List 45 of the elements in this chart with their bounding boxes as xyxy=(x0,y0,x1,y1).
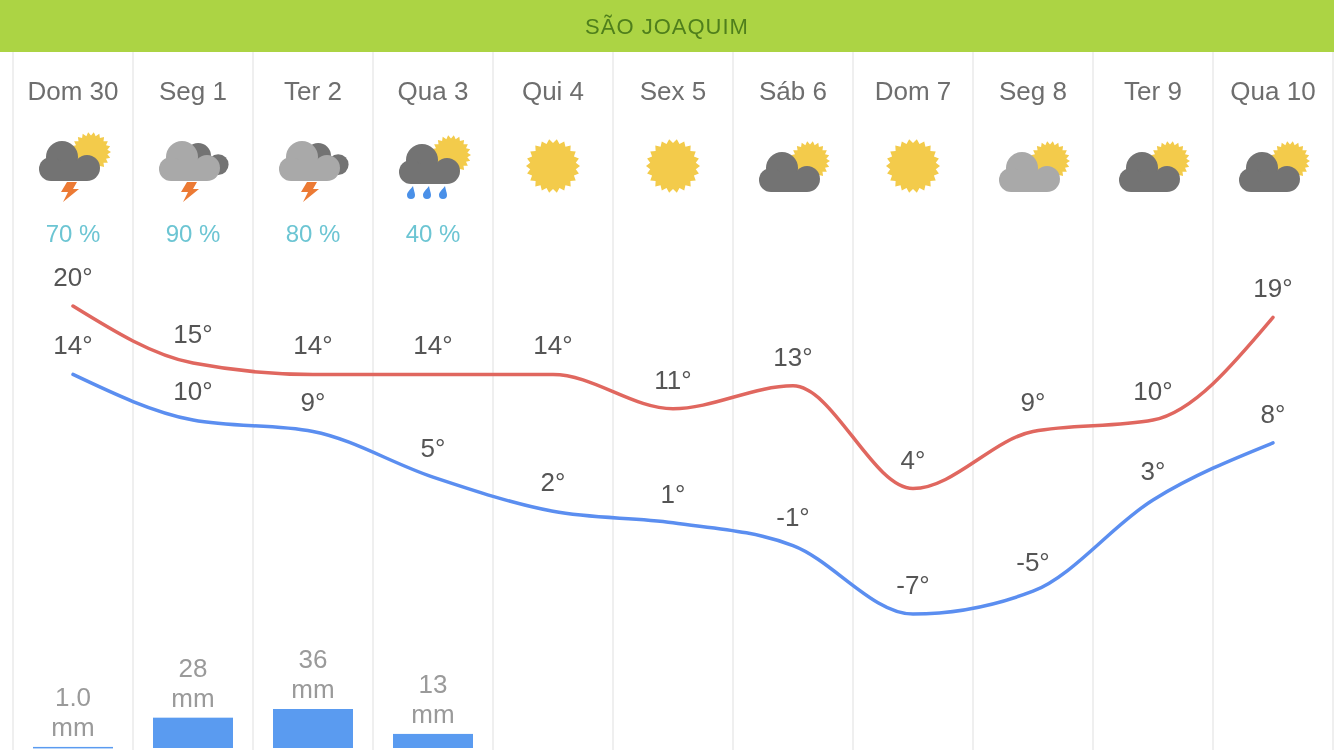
data-label: -1° xyxy=(776,501,810,532)
data-label: 8° xyxy=(1260,398,1286,429)
x-tick-label: Dom 7 xyxy=(874,76,952,106)
data-label: 15° xyxy=(173,319,213,350)
data-label: 3° xyxy=(1140,455,1166,486)
data-label: 70 % xyxy=(45,220,101,247)
data-label: 5° xyxy=(420,433,446,464)
x-tick-label: Ter 9 xyxy=(1124,76,1182,106)
bar xyxy=(273,709,353,748)
data-label: 1° xyxy=(660,478,686,509)
data-label: -7° xyxy=(896,570,930,600)
data-label: 14° xyxy=(533,330,573,361)
x-tick-label: Sáb 6 xyxy=(759,76,827,106)
data-label: 90 % xyxy=(165,220,221,247)
x-tick-label: Seg 1 xyxy=(159,76,227,106)
x-tick-label: Seg 8 xyxy=(999,76,1067,106)
data-label: 28 mm xyxy=(171,652,215,713)
x-tick-label: Sex 5 xyxy=(639,76,707,106)
chart-title: SÃO JOAQUIM xyxy=(585,14,749,39)
data-label: 9° xyxy=(1020,387,1046,418)
bar xyxy=(393,733,473,748)
data-label: 10° xyxy=(1133,376,1173,407)
data-label: 9° xyxy=(300,387,326,418)
x-tick-label: Qua 3 xyxy=(397,76,469,106)
data-label: 13 mm xyxy=(411,668,455,729)
data-label: 14° xyxy=(53,330,93,361)
x-tick-label: Qua 10 xyxy=(1230,76,1316,106)
bar xyxy=(153,717,233,748)
data-label: 14° xyxy=(293,330,333,361)
data-label: 80 % xyxy=(285,220,341,247)
data-label: 40 % xyxy=(405,220,461,247)
data-label: -5° xyxy=(1016,547,1050,578)
data-label: 36 mm xyxy=(291,644,335,704)
x-tick-label: Dom 30 xyxy=(27,76,119,106)
data-label: 4° xyxy=(900,444,926,475)
x-tick-label: Qui 4 xyxy=(521,76,585,106)
data-label: 20° xyxy=(53,262,93,292)
data-label: 10° xyxy=(173,376,213,407)
data-label: 1.0 mm xyxy=(51,681,95,742)
data-label: 13° xyxy=(773,341,813,372)
x-tick-label: Ter 2 xyxy=(284,76,342,106)
data-label: 19° xyxy=(1253,273,1293,304)
data-label: 2° xyxy=(540,467,566,498)
data-label: 14° xyxy=(413,330,453,361)
data-label: 11° xyxy=(654,364,692,395)
